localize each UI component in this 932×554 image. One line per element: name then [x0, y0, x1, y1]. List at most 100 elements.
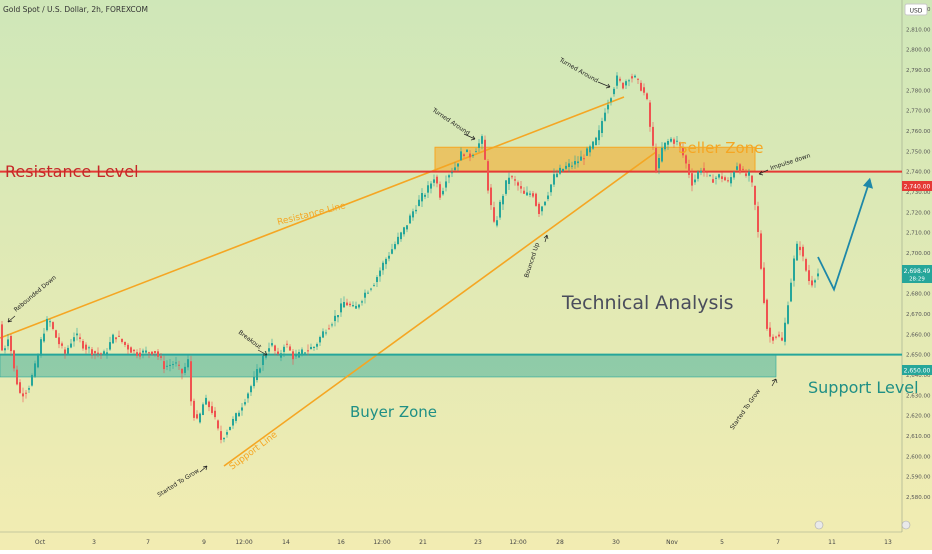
- candle-body: [322, 331, 324, 338]
- annotation-arrow: [257, 349, 268, 356]
- candle-body: [559, 167, 561, 174]
- candle-body: [442, 190, 444, 195]
- candle-body: [367, 292, 369, 294]
- candle-body: [256, 369, 258, 381]
- time-tick-label: 3: [92, 539, 96, 546]
- event-flag-icon[interactable]: [814, 520, 824, 530]
- candle-body: [1, 324, 3, 351]
- candle-body: [433, 179, 435, 183]
- candle-body: [151, 351, 153, 355]
- candle-body: [640, 82, 642, 91]
- candle-body: [496, 220, 498, 226]
- candle-body: [466, 149, 468, 153]
- seller-zone-label: Seller Zone: [678, 139, 763, 157]
- candle-body: [670, 138, 672, 142]
- candle-body: [295, 355, 297, 357]
- price-tick-label: 2,730.00: [906, 190, 931, 196]
- candle-body: [712, 179, 714, 183]
- time-tick-label: Oct: [35, 539, 46, 546]
- time-tick-label: 21: [419, 539, 427, 546]
- candle-body: [61, 343, 63, 346]
- time-tick-label: 5: [720, 539, 724, 546]
- candle-body: [244, 402, 246, 405]
- candle-body: [808, 270, 810, 282]
- time-tick-label: 16: [337, 539, 345, 546]
- candle-body: [457, 163, 459, 167]
- candle-body: [205, 397, 207, 405]
- candle-body: [376, 277, 378, 283]
- candle-body: [769, 327, 771, 337]
- candle-body: [298, 352, 300, 358]
- candle-body: [7, 339, 9, 347]
- candle-body: [742, 168, 744, 170]
- candle-body: [598, 130, 600, 141]
- candle-body: [625, 81, 627, 86]
- candle-body: [706, 171, 708, 173]
- candle-body: [412, 211, 414, 218]
- candle-body: [811, 280, 813, 286]
- candle-body: [157, 351, 159, 357]
- candle-body: [349, 303, 351, 306]
- candle-body: [658, 157, 660, 169]
- candle-body: [583, 158, 585, 160]
- candle-body: [37, 355, 39, 368]
- candle-body: [259, 368, 261, 373]
- candle-body: [415, 209, 417, 212]
- candle-body: [196, 414, 198, 419]
- candle-body: [91, 349, 93, 356]
- candle-body: [508, 177, 510, 184]
- candle-body: [307, 350, 309, 352]
- candle-body: [514, 179, 516, 181]
- candle-body: [127, 344, 129, 350]
- current-price-text: 2,698.49: [904, 268, 931, 275]
- annotation-arrow: [7, 315, 16, 323]
- candle-body: [541, 206, 543, 212]
- candle-body: [454, 167, 456, 171]
- candle-body: [793, 258, 795, 281]
- candle-body: [82, 340, 84, 349]
- price-tick-label: 2,790.00: [906, 68, 931, 74]
- candle-body: [523, 190, 525, 194]
- candle-body: [178, 364, 180, 366]
- candle-body: [775, 336, 777, 338]
- candle-body: [787, 305, 789, 324]
- buyer-zone: [0, 354, 777, 378]
- event-flag-icon[interactable]: [901, 520, 911, 530]
- price-tick-label: 2,710.00: [906, 231, 931, 237]
- price-tick-label: 2,670.00: [906, 312, 931, 318]
- candle-body: [193, 400, 195, 418]
- candle-body: [94, 351, 96, 354]
- candle-body: [112, 334, 114, 344]
- candle-body: [328, 328, 330, 330]
- candle-body: [154, 351, 156, 353]
- candle-body: [751, 175, 753, 183]
- candle-body: [400, 232, 402, 240]
- candle-body: [430, 183, 432, 189]
- candle-body: [343, 301, 345, 308]
- candle-body: [40, 339, 42, 356]
- candle-body: [226, 432, 228, 435]
- time-tick-label: 12:00: [509, 539, 526, 546]
- candle-body: [319, 336, 321, 343]
- candle-body: [346, 302, 348, 306]
- candle-body: [97, 352, 99, 354]
- candle-body: [217, 420, 219, 429]
- candle-body: [202, 404, 204, 416]
- candle-body: [199, 413, 201, 423]
- candle-body: [760, 233, 762, 269]
- candle-body: [643, 87, 645, 93]
- candle-body: [136, 352, 138, 356]
- candle-body: [535, 193, 537, 206]
- candle-body: [478, 143, 480, 148]
- candle-body: [817, 273, 819, 277]
- candle-body: [574, 161, 576, 165]
- price-tick-label: 2,650.00: [906, 353, 931, 359]
- candle-body: [184, 366, 186, 373]
- candle-body: [262, 355, 264, 366]
- candle-body: [19, 382, 21, 393]
- time-tick-label: 12:00: [373, 539, 390, 546]
- currency-button[interactable]: [904, 3, 928, 16]
- candle-body: [175, 362, 177, 364]
